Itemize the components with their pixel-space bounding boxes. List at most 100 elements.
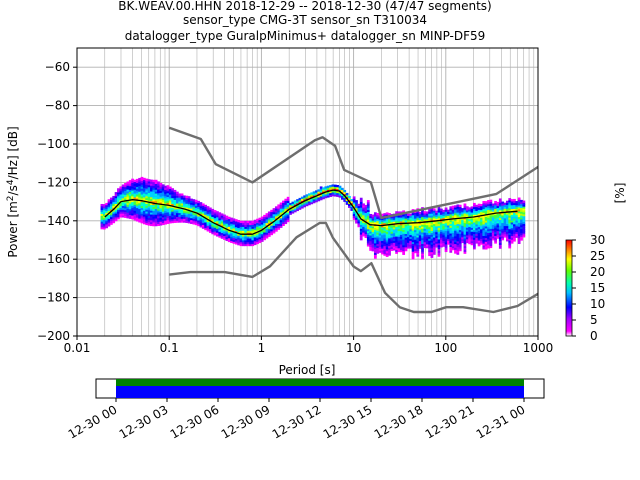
heatmap-cell bbox=[409, 238, 413, 241]
heatmap-cell bbox=[109, 212, 113, 216]
heatmap-cell bbox=[399, 247, 403, 251]
heatmap-cell bbox=[430, 240, 434, 243]
heatmap-cell bbox=[154, 189, 158, 192]
heatmap-cell bbox=[416, 231, 420, 234]
heatmap-cell bbox=[522, 235, 526, 238]
heatmap-cell bbox=[480, 227, 483, 230]
heatmap-cell bbox=[520, 201, 523, 205]
heatmap-cell bbox=[421, 234, 424, 237]
heatmap-cell bbox=[432, 223, 436, 227]
heatmap-cell bbox=[390, 235, 394, 238]
heatmap-cell bbox=[378, 223, 382, 226]
heatmap-cell bbox=[128, 193, 132, 196]
heatmap-cell bbox=[508, 221, 512, 224]
heatmap-cell bbox=[260, 216, 264, 219]
heatmap-cell bbox=[175, 191, 179, 194]
heatmap-cell bbox=[140, 184, 144, 187]
heatmap-cell bbox=[508, 226, 512, 230]
heatmap-cell bbox=[246, 238, 250, 241]
heatmap-cell bbox=[376, 249, 380, 252]
heatmap-cell bbox=[498, 215, 502, 219]
heatmap-cell bbox=[388, 249, 391, 252]
heatmap-cell bbox=[265, 222, 269, 226]
heatmap-cell bbox=[201, 209, 205, 212]
heatmap-cell bbox=[366, 221, 370, 224]
heatmap-cell bbox=[456, 248, 460, 251]
heatmap-cell bbox=[369, 235, 373, 238]
heatmap-cell bbox=[359, 201, 363, 204]
heatmap-cell bbox=[449, 212, 453, 215]
heatmap-cell bbox=[470, 239, 474, 242]
heatmap-cell bbox=[166, 202, 170, 205]
heatmap-cell bbox=[451, 219, 455, 222]
heatmap-cell bbox=[364, 233, 368, 237]
heatmap-cell bbox=[449, 215, 453, 219]
heatmap-cell bbox=[364, 218, 368, 221]
heatmap-cell bbox=[425, 213, 429, 216]
heatmap-cell bbox=[371, 214, 375, 217]
heatmap-cell bbox=[131, 195, 134, 199]
heatmap-cell bbox=[411, 245, 415, 248]
heatmap-cell bbox=[140, 221, 144, 224]
heatmap-cell bbox=[385, 250, 389, 254]
heatmap-cell bbox=[154, 179, 158, 183]
heatmap-cell bbox=[133, 214, 137, 217]
heatmap-cell bbox=[465, 221, 469, 224]
heatmap-cell bbox=[390, 217, 394, 221]
heatmap-cell bbox=[239, 224, 243, 227]
heatmap-cell bbox=[232, 237, 236, 240]
heatmap-cell bbox=[522, 223, 526, 226]
heatmap-cell bbox=[317, 191, 321, 194]
heatmap-cell bbox=[508, 246, 512, 249]
heatmap-cell bbox=[161, 190, 165, 193]
heatmap-cell bbox=[397, 244, 401, 247]
heatmap-cell bbox=[503, 219, 507, 223]
heatmap-cell bbox=[133, 195, 137, 198]
heatmap-cell bbox=[371, 247, 375, 250]
heatmap-cell bbox=[428, 209, 431, 212]
heatmap-cell bbox=[510, 206, 514, 210]
heatmap-cell bbox=[461, 208, 464, 211]
heatmap-cell bbox=[472, 235, 476, 238]
heatmap-cell bbox=[470, 231, 474, 234]
heatmap-cell bbox=[371, 227, 375, 231]
heatmap-cell bbox=[213, 225, 217, 228]
heatmap-cell bbox=[508, 219, 512, 222]
heatmap-cell bbox=[508, 215, 512, 218]
heatmap-cell bbox=[105, 212, 109, 215]
heatmap-cell bbox=[140, 178, 144, 182]
heatmap-cell bbox=[489, 234, 493, 237]
heatmap-cell bbox=[505, 233, 509, 236]
heatmap-cell bbox=[489, 241, 493, 245]
heatmap-cell bbox=[404, 235, 408, 238]
heatmap-cell bbox=[376, 226, 380, 229]
heatmap-cell bbox=[399, 224, 403, 228]
heatmap-cell bbox=[409, 234, 413, 238]
heatmap-cell bbox=[414, 224, 417, 227]
heatmap-cell bbox=[494, 224, 497, 227]
heatmap-cell bbox=[234, 228, 238, 232]
x-tick-label: 1 bbox=[258, 341, 266, 355]
heatmap-cell bbox=[355, 217, 358, 220]
heatmap-cell bbox=[463, 205, 467, 208]
heatmap-cell bbox=[435, 239, 439, 242]
heatmap-cell bbox=[489, 232, 493, 235]
heatmap-cell bbox=[428, 217, 431, 220]
heatmap-cell bbox=[404, 218, 408, 221]
heatmap-cell bbox=[296, 204, 299, 208]
heatmap-cell bbox=[168, 194, 172, 197]
heatmap-cell bbox=[206, 215, 210, 219]
heatmap-cell bbox=[494, 208, 497, 211]
heatmap-cell bbox=[475, 212, 479, 215]
heatmap-cell bbox=[147, 211, 151, 215]
heatmap-cell bbox=[220, 215, 224, 218]
heatmap-cell bbox=[246, 222, 250, 226]
heatmap-cell bbox=[411, 249, 415, 252]
heatmap-cell bbox=[244, 230, 248, 233]
heatmap-cell bbox=[376, 220, 380, 224]
heatmap-cell bbox=[366, 213, 370, 216]
heatmap-cell bbox=[510, 241, 514, 244]
heatmap-cell bbox=[522, 204, 526, 207]
heatmap-cell bbox=[373, 248, 377, 252]
heatmap-cell bbox=[456, 246, 460, 250]
